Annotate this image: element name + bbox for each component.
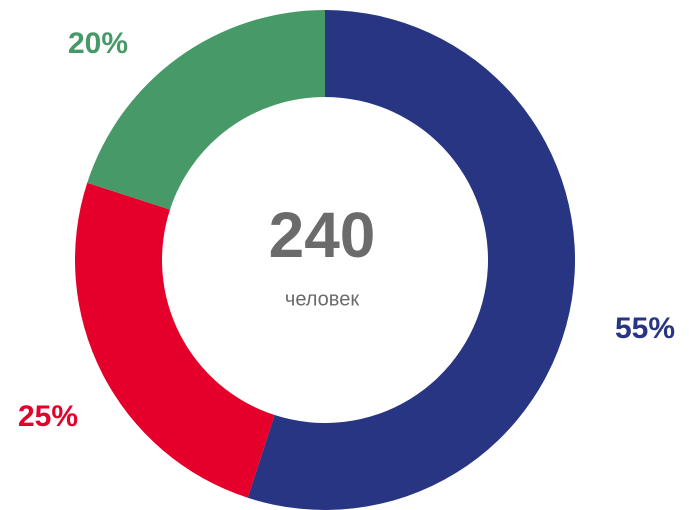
slice-label: 20% — [68, 27, 128, 60]
donut-slice — [247, 10, 575, 510]
center-caption: человек — [285, 288, 359, 310]
slice-label: 55% — [615, 312, 675, 345]
donut-slice — [75, 182, 275, 498]
donut-slice — [87, 10, 325, 210]
slice-label: 25% — [18, 400, 78, 433]
center-total: 240 — [269, 199, 376, 271]
